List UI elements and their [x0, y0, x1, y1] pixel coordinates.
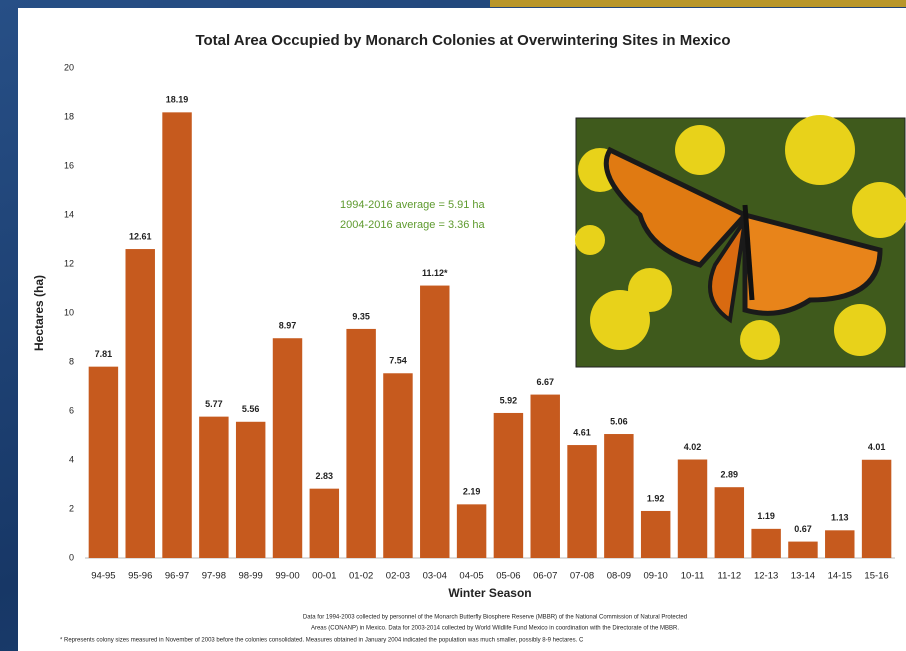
y-axis-label: Hectares (ha)	[32, 275, 46, 351]
annotation: 2004-2016 average = 3.36 ha	[340, 219, 486, 231]
bar	[199, 417, 228, 558]
value-label: 2.19	[463, 487, 481, 497]
value-label: 18.19	[166, 95, 189, 105]
x-tick-label: 03-04	[423, 571, 447, 582]
value-label: 4.01	[868, 442, 886, 452]
bar	[751, 529, 780, 558]
value-label: 5.92	[500, 395, 518, 405]
page: {"chart_data": {"type": "bar", "title": …	[0, 0, 906, 651]
bar	[715, 487, 744, 558]
value-label: 5.56	[242, 404, 260, 414]
x-tick-label: 01-02	[349, 571, 373, 582]
y-tick-label: 4	[69, 454, 74, 464]
x-tick-label: 96-97	[165, 571, 189, 582]
value-label: 5.06	[610, 416, 628, 426]
x-axis-label: Winter Season	[448, 586, 531, 600]
bar	[494, 413, 523, 558]
bar	[457, 504, 486, 558]
x-tick-label: 11-12	[718, 571, 742, 582]
y-tick-label: 18	[64, 111, 74, 121]
bar	[604, 434, 633, 558]
bar	[346, 329, 375, 558]
value-label: 5.77	[205, 399, 223, 409]
y-tick-label: 0	[69, 552, 74, 562]
x-tick-label: 98-99	[239, 571, 263, 582]
y-tick-label: 8	[69, 356, 74, 366]
value-label: 1.19	[757, 511, 775, 521]
y-tick-label: 20	[64, 62, 74, 72]
bar	[641, 511, 670, 558]
bar	[788, 542, 817, 558]
x-tick-label: 08-09	[607, 571, 631, 582]
y-tick-label: 14	[64, 209, 74, 219]
x-tick-label: 13-14	[791, 571, 815, 582]
footnote: Areas (CONANP) in Mexico. Data for 2003-…	[311, 626, 679, 632]
x-tick-label: 14-15	[828, 571, 852, 582]
x-tick-label: 02-03	[386, 571, 410, 582]
y-tick-label: 2	[69, 503, 74, 513]
x-tick-label: 09-10	[644, 571, 668, 582]
bar	[89, 367, 118, 558]
value-label: 12.61	[129, 231, 152, 241]
value-label: 11.12*	[422, 268, 448, 278]
chart-title: Total Area Occupied by Monarch Colonies …	[195, 32, 730, 49]
value-label: 7.54	[389, 356, 407, 366]
bar	[310, 489, 339, 558]
bar	[420, 286, 449, 558]
footnote: Data for 1994-2003 collected by personne…	[303, 615, 687, 621]
value-label: 0.67	[794, 524, 812, 534]
photo	[575, 115, 906, 367]
top-strip	[490, 0, 906, 7]
value-label: 2.83	[316, 471, 334, 481]
bar	[825, 530, 854, 558]
x-tick-label: 07-08	[570, 571, 594, 582]
y-tick-label: 16	[64, 160, 74, 170]
bar	[567, 445, 596, 558]
bar	[126, 249, 155, 558]
value-label: 9.35	[352, 311, 370, 321]
footnote: * Represents colony sizes measured in No…	[60, 638, 584, 644]
value-label: 1.92	[647, 493, 665, 503]
y-tick-label: 10	[64, 307, 74, 317]
x-tick-label: 10-11	[681, 571, 705, 582]
value-label: 7.81	[95, 349, 113, 359]
x-tick-label: 06-07	[533, 571, 557, 582]
value-label: 2.89	[721, 470, 739, 480]
bar	[383, 373, 412, 558]
y-tick-label: 12	[64, 258, 74, 268]
annotation: 1994-2016 average = 5.91 ha	[340, 199, 486, 211]
x-tick-label: 12-13	[754, 571, 778, 582]
x-tick-label: 95-96	[128, 571, 152, 582]
value-label: 1.13	[831, 513, 849, 523]
x-tick-label: 04-05	[459, 571, 483, 582]
x-tick-label: 97-98	[202, 571, 226, 582]
y-tick-label: 6	[69, 405, 74, 415]
value-label: 4.02	[684, 442, 702, 452]
chart: Total Area Occupied by Monarch Colonies …	[0, 0, 906, 651]
value-label: 8.97	[279, 321, 297, 331]
bar	[531, 395, 560, 558]
x-tick-label: 05-06	[496, 571, 520, 582]
bar	[273, 338, 302, 558]
bar	[162, 112, 191, 558]
x-tick-label: 15-16	[864, 571, 888, 582]
value-label: 6.67	[536, 377, 554, 387]
bar	[236, 422, 265, 558]
x-tick-label: 94-95	[91, 571, 115, 582]
value-label: 4.61	[573, 427, 591, 437]
x-tick-label: 00-01	[312, 571, 336, 582]
bar	[862, 460, 891, 558]
bar	[678, 460, 707, 558]
x-tick-label: 99-00	[275, 571, 299, 582]
